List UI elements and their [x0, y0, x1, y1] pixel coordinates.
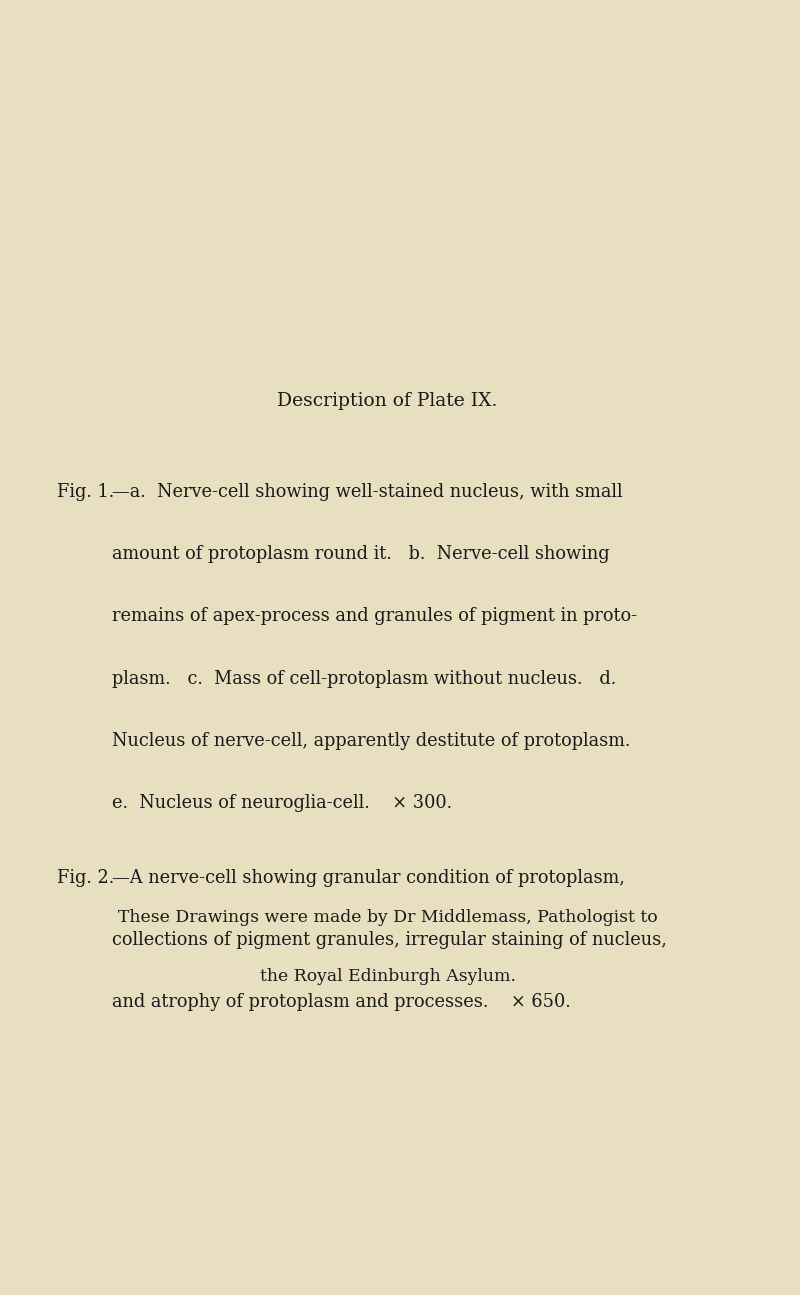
Text: amount of protoplasm round it.   b.  Nerve-cell showing: amount of protoplasm round it. b. Nerve-… [113, 545, 610, 563]
Text: the Royal Edinburgh Asylum.: the Royal Edinburgh Asylum. [260, 969, 516, 985]
Text: These Drawings were made by Dr Middlemass, Pathologist to: These Drawings were made by Dr Middlemas… [118, 909, 658, 926]
Text: —A nerve-cell showing granular condition of protoplasm,: —A nerve-cell showing granular condition… [113, 869, 626, 887]
Text: —a.  Nerve-cell showing well-stained nucleus, with small: —a. Nerve-cell showing well-stained nucl… [113, 483, 623, 501]
Text: Nucleus of nerve-cell, apparently destitute of protoplasm.: Nucleus of nerve-cell, apparently destit… [113, 732, 630, 750]
Text: Description of Plate IX.: Description of Plate IX. [278, 392, 498, 411]
Text: remains of apex-process and granules of pigment in proto-: remains of apex-process and granules of … [113, 607, 638, 625]
Text: plasm.   c.  Mass of cell-protoplasm without nucleus.   d.: plasm. c. Mass of cell-protoplasm withou… [113, 670, 617, 688]
Text: Fig. 1.: Fig. 1. [57, 483, 114, 501]
Text: collections of pigment granules, irregular staining of nucleus,: collections of pigment granules, irregul… [113, 931, 667, 949]
Text: Fig. 2.: Fig. 2. [57, 869, 114, 887]
Text: e.  Nucleus of neuroglia-cell.    × 300.: e. Nucleus of neuroglia-cell. × 300. [113, 794, 453, 812]
Text: and atrophy of protoplasm and processes.    × 650.: and atrophy of protoplasm and processes.… [113, 993, 571, 1011]
